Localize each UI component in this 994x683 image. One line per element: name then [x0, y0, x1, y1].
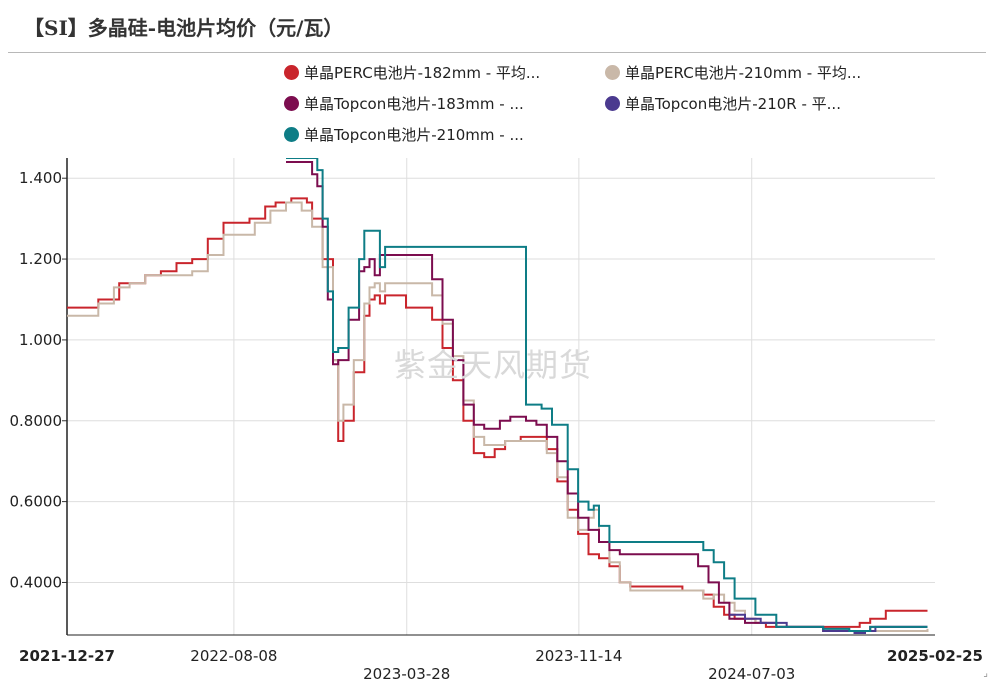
legend-marker-icon: [284, 127, 299, 142]
legend-marker-icon: [284, 65, 299, 80]
series-line-5: [286, 158, 928, 632]
y-tick-label: 0.6000: [10, 493, 63, 511]
legend-label: 单晶Topcon电池片-210mm - ...: [304, 126, 524, 144]
watermark-text: 紫金天风期货: [394, 346, 593, 384]
legend-item[interactable]: 单晶Topcon电池片-183mm - ...: [284, 93, 524, 114]
x-tick-label: 2023-03-28: [363, 665, 450, 683]
legend-item[interactable]: 单晶Topcon电池片-210R - 平...: [605, 93, 841, 114]
x-tick-label: 2023-11-14: [535, 647, 622, 665]
chart-title: 【SI】多晶硅-电池片均价（元/瓦）: [24, 16, 344, 40]
legend-item[interactable]: 单晶PERC电池片-182mm - 平均...: [284, 62, 540, 83]
series-line-3: [286, 161, 928, 632]
x-tick-label: 2024-07-03: [708, 665, 795, 683]
legend-item[interactable]: 单晶Topcon电池片-210mm - ...: [284, 124, 524, 145]
resize-corner-icon: ⌟: [983, 668, 988, 679]
legend-label: 单晶PERC电池片-182mm - 平均...: [304, 64, 541, 82]
title-divider: [8, 52, 986, 53]
y-tick-label: 0.4000: [10, 573, 63, 591]
series-line-2: [67, 201, 929, 632]
legend-label: 单晶PERC电池片-210mm - 平均...: [625, 64, 862, 82]
y-tick-label: 1.400: [19, 169, 62, 187]
x-tick-label: 2025-02-25: [887, 647, 983, 665]
x-tick-label: 2022-08-08: [190, 647, 277, 665]
legend-label: 单晶Topcon电池片-183mm - ...: [304, 95, 524, 113]
y-tick-label: 1.000: [19, 331, 62, 349]
series-line-4: [729, 613, 928, 634]
y-tick-label: 0.8000: [10, 412, 63, 430]
legend-label: 单晶Topcon电池片-210R - 平...: [625, 95, 841, 113]
legend-marker-icon: [284, 96, 299, 111]
legend-item[interactable]: 单晶PERC电池片-210mm - 平均...: [605, 62, 861, 83]
legend-marker-icon: [605, 65, 620, 80]
y-tick-label: 1.200: [19, 250, 62, 268]
legend-marker-icon: [605, 96, 620, 111]
series-line-1: [67, 197, 928, 628]
x-tick-label: 2021-12-27: [19, 647, 115, 665]
